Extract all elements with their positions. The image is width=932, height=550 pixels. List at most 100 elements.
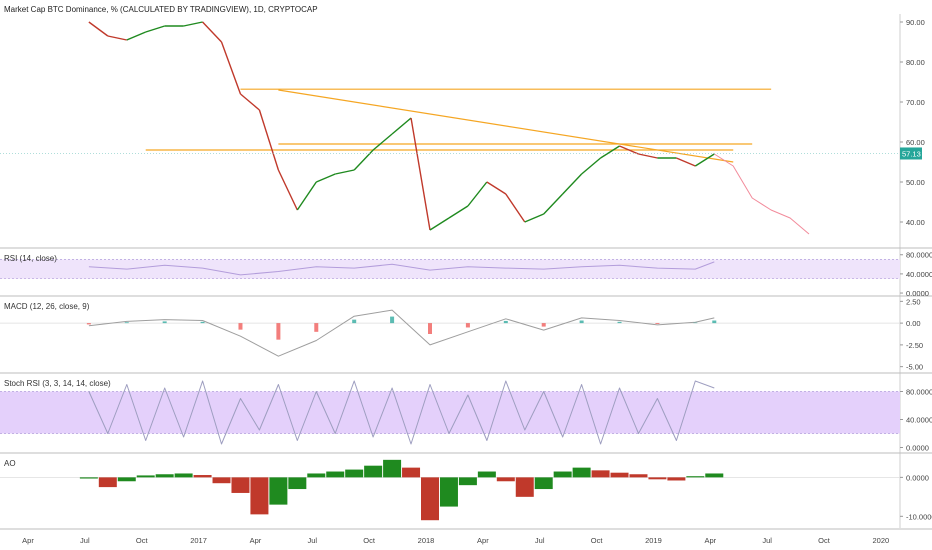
y-tick-label: 70.00 xyxy=(906,98,925,107)
time-axis-label: 2018 xyxy=(418,536,435,545)
price-segment xyxy=(486,181,507,195)
price-segment xyxy=(316,173,336,183)
ao-bar xyxy=(458,477,477,486)
projection-line xyxy=(714,153,810,235)
chart-title: Market Cap BTC Dominance, % (CALCULATED … xyxy=(4,5,318,14)
price-segment xyxy=(694,153,715,167)
time-axis-label: Oct xyxy=(591,536,604,545)
price-segment xyxy=(543,193,564,215)
ao-bar xyxy=(383,459,402,478)
ao-bar xyxy=(667,477,686,481)
price-segment xyxy=(107,35,127,41)
price-segment xyxy=(448,205,469,219)
ao-bar xyxy=(250,477,269,515)
y-tick-label: 40.0000 xyxy=(906,416,932,425)
ao-bar xyxy=(402,467,421,478)
price-segment xyxy=(183,21,203,27)
y-tick-label: 0.0000 xyxy=(906,444,929,453)
ao-bar xyxy=(553,471,572,478)
time-axis-label: Apr xyxy=(250,536,262,545)
y-tick-label: 60.00 xyxy=(906,138,925,147)
ao-bar xyxy=(117,477,136,482)
macd-hist-bar xyxy=(238,323,243,330)
stoch-rsi-line xyxy=(88,380,715,445)
ao-bar xyxy=(98,477,117,488)
ao-bar xyxy=(155,474,174,478)
macd-hist-bar xyxy=(579,320,584,324)
ao-bar xyxy=(288,477,307,490)
ao-bar xyxy=(648,477,667,480)
macd-line xyxy=(88,309,715,357)
price-segment xyxy=(581,157,602,175)
price-segment xyxy=(391,117,412,135)
price-segment xyxy=(240,93,260,111)
ao-bar xyxy=(686,476,705,478)
pane-title-stoch_rsi: Stoch RSI (3, 3, 14, 14, close) xyxy=(4,379,111,388)
price-segment xyxy=(410,117,431,231)
time-axis-label: Oct xyxy=(818,536,831,545)
price-segment xyxy=(145,25,165,33)
time-axis-label: Apr xyxy=(22,536,34,545)
y-tick-label: 80.00 xyxy=(906,58,925,67)
pane-title-macd: MACD (12, 26, close, 9) xyxy=(4,302,90,311)
y-tick-label: 2.50 xyxy=(906,297,921,306)
price-segment xyxy=(372,133,393,151)
price-segment xyxy=(429,217,450,231)
time-axis-label: Apr xyxy=(477,536,489,545)
pane-title-rsi: RSI (14, close) xyxy=(4,254,57,263)
price-segment xyxy=(619,145,639,155)
time-axis-label: 2019 xyxy=(645,536,662,545)
ao-bar xyxy=(193,475,212,478)
y-tick-label: -2.50 xyxy=(906,341,923,350)
macd-hist-bar xyxy=(541,323,546,327)
macd-hist-bar xyxy=(428,323,432,334)
ao-bar xyxy=(364,465,383,478)
ao-bar xyxy=(79,477,98,479)
macd-hist-bar xyxy=(352,319,357,324)
macd-hist-bar xyxy=(390,316,395,324)
price-segment xyxy=(524,213,544,223)
price-segment xyxy=(505,193,526,223)
y-tick-label: 40.0000 xyxy=(906,270,932,279)
ao-bar xyxy=(345,469,364,478)
y-tick-label: -5.00 xyxy=(906,363,923,372)
time-axis-label: 2017 xyxy=(190,536,207,545)
price-segment xyxy=(335,169,355,175)
ao-bar xyxy=(174,473,193,478)
ao-bar xyxy=(477,471,496,478)
price-segment xyxy=(202,21,223,43)
ao-bar xyxy=(515,477,534,497)
pane-title-ao: AO xyxy=(4,459,16,468)
ao-bar xyxy=(231,477,250,493)
y-tick-label: 40.00 xyxy=(906,218,925,227)
price-segment xyxy=(353,149,374,171)
price-segment xyxy=(88,21,109,37)
ao-bar xyxy=(212,477,231,484)
y-tick-label: 90.00 xyxy=(906,18,925,27)
ao-bar xyxy=(136,475,155,478)
time-axis-label: 2020 xyxy=(873,536,890,545)
price-segment xyxy=(562,173,583,195)
y-tick-label: -10.0000 xyxy=(906,512,932,521)
price-segment xyxy=(467,181,488,207)
ao-bar xyxy=(591,470,610,478)
y-tick-label: 0.00 xyxy=(906,319,921,328)
time-axis-label: Oct xyxy=(363,536,376,545)
y-tick-label: 80.0000 xyxy=(906,388,932,397)
ao-bar xyxy=(269,477,288,505)
ao-bar xyxy=(307,473,326,478)
y-tick-label: 80.0000 xyxy=(906,251,932,260)
ao-bar xyxy=(610,472,629,478)
y-tick-label: 0.0000 xyxy=(906,289,929,298)
time-axis-label: Jul xyxy=(762,536,772,545)
price-segment xyxy=(600,145,620,159)
ao-bar xyxy=(629,474,648,478)
time-axis-label: Jul xyxy=(80,536,90,545)
ao-bar xyxy=(496,477,515,482)
macd-hist-bar xyxy=(465,323,470,328)
time-axis-label: Oct xyxy=(136,536,149,545)
stoch_rsi-band xyxy=(0,391,900,434)
price-segment xyxy=(296,181,317,211)
